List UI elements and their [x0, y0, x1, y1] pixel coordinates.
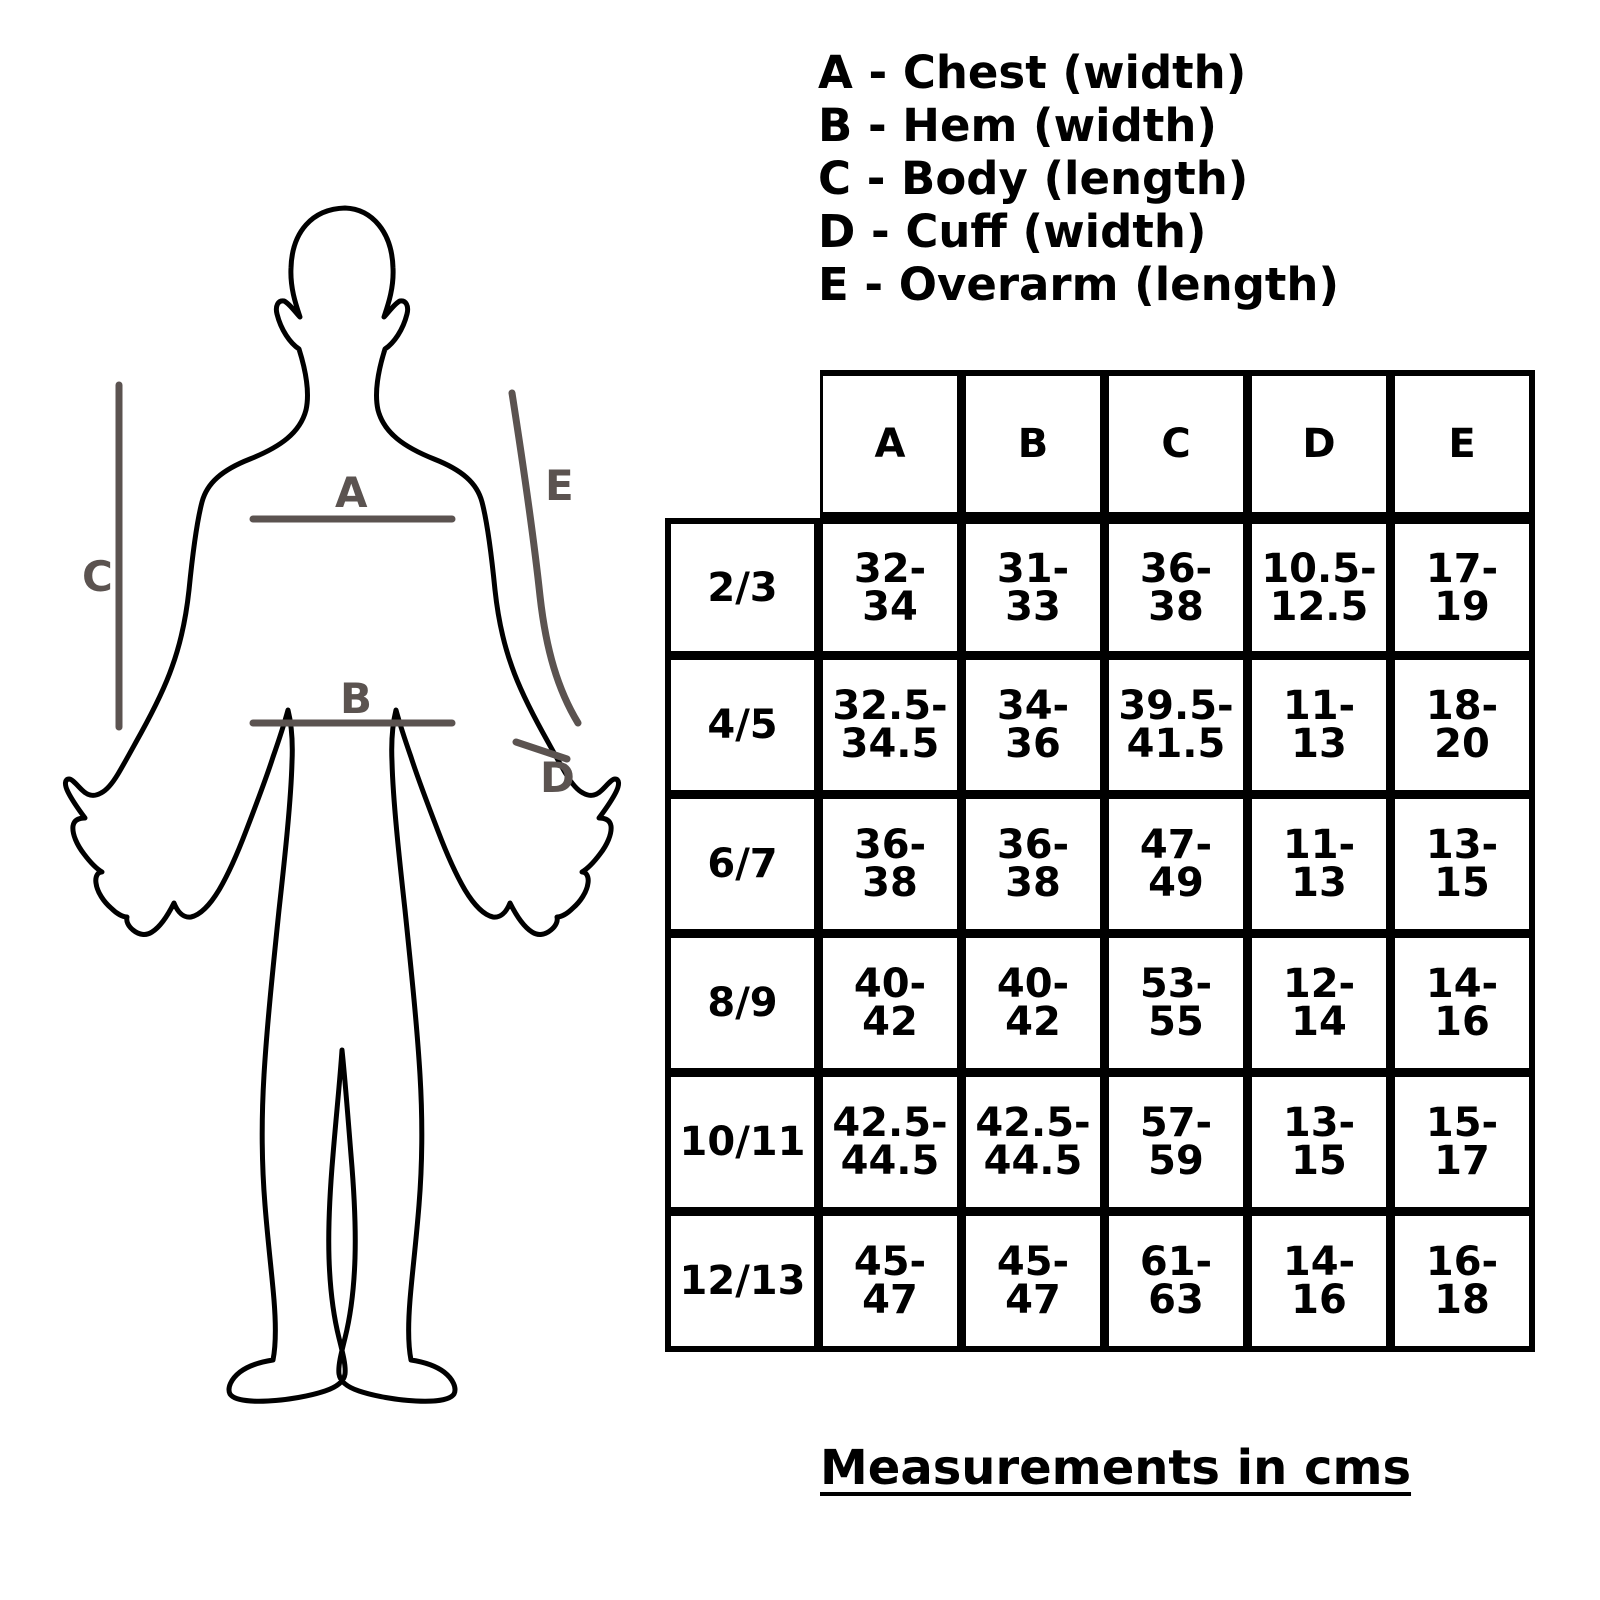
figure-label-a: A [335, 468, 368, 517]
cell-b: 40-42 [963, 935, 1106, 1074]
cell-c: 61-63 [1106, 1213, 1249, 1352]
size-chart-table-wrapper: A B C D E 2/3 32-34 31-33 36-38 10.5-12.… [665, 370, 1535, 1352]
cell-c: 36-38 [1106, 518, 1249, 657]
legend-item-e: E - Overarm (length) [818, 258, 1340, 312]
cell-e: 16-18 [1392, 1213, 1535, 1352]
table-row: 2/3 32-34 31-33 36-38 10.5-12.5 17-19 [665, 518, 1535, 657]
cell-b: 42.5-44.5 [963, 1074, 1106, 1213]
table-row: 10/11 42.5-44.5 42.5-44.5 57-59 13-15 15… [665, 1074, 1535, 1213]
cell-d: 14-16 [1249, 1213, 1392, 1352]
measurements-unit-caption: Measurements in cms [820, 1440, 1412, 1496]
cell-b: 36-38 [963, 796, 1106, 935]
size-chart-table: A B C D E 2/3 32-34 31-33 36-38 10.5-12.… [665, 370, 1535, 1352]
table-row: 4/5 32.5-34.5 34-36 39.5-41.5 11-13 18-2… [665, 657, 1535, 796]
cell-e: 18-20 [1392, 657, 1535, 796]
table-row: 12/13 45-47 45-47 61-63 14-16 16-18 [665, 1213, 1535, 1352]
cell-a: 32.5-34.5 [820, 657, 963, 796]
measure-line-e [508, 389, 582, 727]
table-row: 8/9 40-42 40-42 53-55 12-14 14-16 [665, 935, 1535, 1074]
cell-a: 40-42 [820, 935, 963, 1074]
cell-a: 32-34 [820, 518, 963, 657]
cell-c: 39.5-41.5 [1106, 657, 1249, 796]
column-header-c: C [1106, 370, 1249, 518]
cell-d: 11-13 [1249, 796, 1392, 935]
measurement-legend: A - Chest (width) B - Hem (width) C - Bo… [818, 46, 1518, 311]
column-header-b: B [963, 370, 1106, 518]
size-label: 8/9 [665, 935, 820, 1074]
figure-label-b: B [340, 674, 373, 723]
size-label: 10/11 [665, 1074, 820, 1213]
measure-line-d [512, 738, 571, 763]
cell-b: 45-47 [963, 1213, 1106, 1352]
column-header-e: E [1392, 370, 1535, 518]
size-label: 12/13 [665, 1213, 820, 1352]
legend-item-d: D - Cuff (width) [818, 205, 1207, 259]
body-outline-path [63, 205, 621, 1404]
table-row: 6/7 36-38 36-38 47-49 11-13 13-15 [665, 796, 1535, 935]
cell-d: 12-14 [1249, 935, 1392, 1074]
cell-b: 34-36 [963, 657, 1106, 796]
cell-e: 15-17 [1392, 1074, 1535, 1213]
cell-e: 14-16 [1392, 935, 1535, 1074]
cell-a: 36-38 [820, 796, 963, 935]
cell-c: 47-49 [1106, 796, 1249, 935]
cell-e: 17-19 [1392, 518, 1535, 657]
size-label: 2/3 [665, 518, 820, 657]
table-corner-blank [665, 370, 820, 518]
legend-item-b: B - Hem (width) [818, 99, 1217, 153]
cell-a: 42.5-44.5 [820, 1074, 963, 1213]
cell-a: 45-47 [820, 1213, 963, 1352]
cell-b: 31-33 [963, 518, 1106, 657]
cell-e: 13-15 [1392, 796, 1535, 935]
column-header-d: D [1249, 370, 1392, 518]
table-header-row: A B C D E [665, 370, 1535, 518]
figure-label-d: D [540, 753, 575, 802]
legend-item-c: C - Body (length) [818, 152, 1249, 206]
cell-d: 13-15 [1249, 1074, 1392, 1213]
legend-item-a: A - Chest (width) [818, 46, 1247, 99]
body-figure-panel: A B C D E [0, 0, 660, 1600]
cell-d: 11-13 [1249, 657, 1392, 796]
cell-c: 57-59 [1106, 1074, 1249, 1213]
column-header-a: A [820, 370, 963, 518]
size-label: 4/5 [665, 657, 820, 796]
cell-d: 10.5-12.5 [1249, 518, 1392, 657]
figure-label-e: E [545, 461, 574, 510]
figure-label-c: C [82, 552, 113, 601]
size-label: 6/7 [665, 796, 820, 935]
cell-c: 53-55 [1106, 935, 1249, 1074]
body-silhouette-diagram [63, 205, 621, 1404]
